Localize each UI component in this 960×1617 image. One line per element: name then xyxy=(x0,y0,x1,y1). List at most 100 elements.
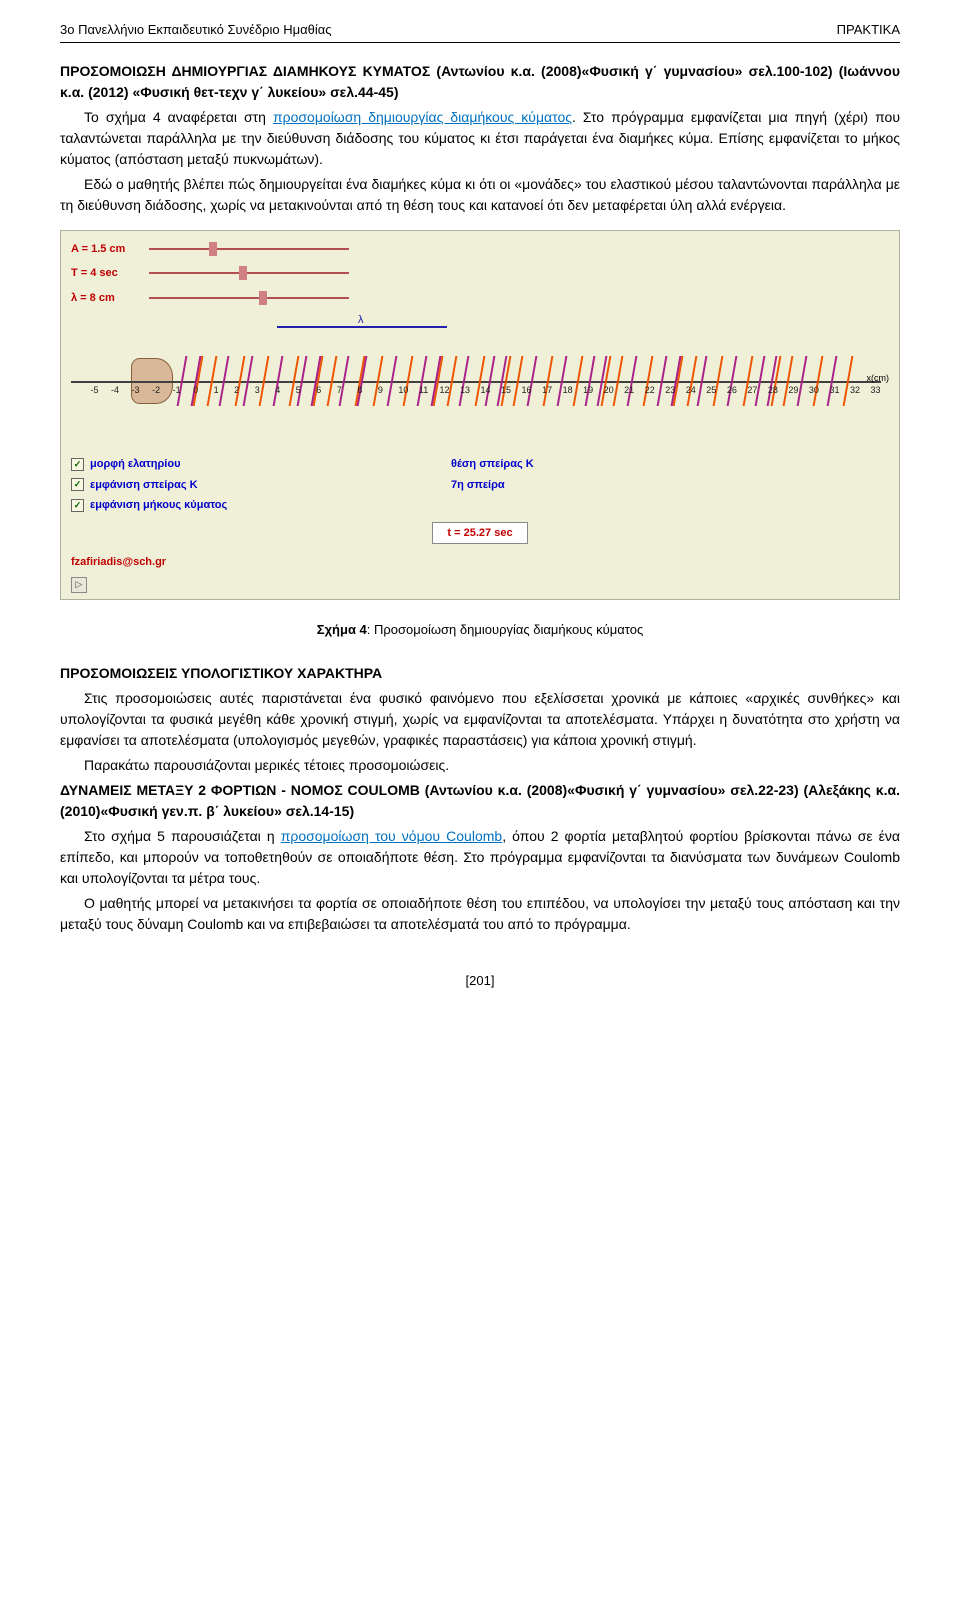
axis-tick: 18 xyxy=(563,384,564,398)
lambda-label: λ xyxy=(358,312,364,329)
slider-label: λ = 8 cm xyxy=(71,290,141,307)
spring-coil xyxy=(277,356,291,406)
spring-coil xyxy=(701,356,715,406)
wave-axis-area: λ -5-4-3-2-10123456789101112131415161718… xyxy=(71,326,889,436)
coulomb-link[interactable]: προσομοίωση του νόμου Coulomb xyxy=(281,828,502,844)
axis-tick: 3 xyxy=(255,384,256,398)
axis-tick: 29 xyxy=(788,384,789,398)
checkbox[interactable]: ✓ xyxy=(71,499,84,512)
slider-track[interactable] xyxy=(149,297,349,299)
checkbox-label: εμφάνιση μήκους κύματος xyxy=(90,497,227,514)
label-7th: 7η σπείρα xyxy=(451,477,671,494)
spring-coil xyxy=(561,356,575,406)
play-button[interactable]: ▷ xyxy=(71,577,87,593)
section2-p3: Στο σχήμα 5 παρουσιάζεται η προσομοίωση … xyxy=(60,826,900,889)
section1-title: ΠΡΟΣΟΜΟΙΩΣΗ ΔΗΜΙΟΥΡΓΙΑΣ ΔΙΑΜΗΚΟΥΣ ΚΥΜΑΤΟ… xyxy=(60,63,900,100)
axis-tick: 19 xyxy=(583,384,584,398)
s2-p3-a: Στο σχήμα 5 παρουσιάζεται η xyxy=(84,828,281,844)
axis-tick: 7 xyxy=(337,384,338,398)
slider-track[interactable] xyxy=(149,248,349,250)
spring-coil xyxy=(731,356,745,406)
checkbox[interactable]: ✓ xyxy=(71,478,84,491)
axis-tick: 9 xyxy=(378,384,379,398)
slider-track[interactable] xyxy=(149,272,349,274)
axis-tick: -5 xyxy=(91,384,92,398)
slider-label: T = 4 sec xyxy=(71,265,141,282)
section2-subtitle: ΔΥΝΑΜΕΙΣ ΜΕΤΑΞΥ 2 ΦΟΡΤΙΩΝ - ΝΟΜΟΣ COULOM… xyxy=(60,780,900,822)
axis-tick: 32 xyxy=(850,384,851,398)
header-left: 3ο Πανελλήνιο Εκπαιδευτικό Συνέδριο Ημαθ… xyxy=(60,20,332,40)
spring-coil xyxy=(195,356,209,406)
checkbox-row: ✓εμφάνιση σπείρας Κ xyxy=(71,477,291,494)
axis-tick: 5 xyxy=(296,384,297,398)
axis-tick: 27 xyxy=(747,384,748,398)
axis-tick: 1 xyxy=(214,384,215,398)
page-number: [201] xyxy=(60,971,900,991)
axis-tick: 16 xyxy=(522,384,523,398)
intro-p1-a: Το σχήμα 4 αναφέρεται στη xyxy=(84,109,273,125)
header-right: ΠΡΑΚΤΙΚΑ xyxy=(837,20,900,40)
axis-tick: 2 xyxy=(234,384,235,398)
slider-row: λ = 8 cm xyxy=(71,290,889,307)
axis-tick: 30 xyxy=(809,384,810,398)
controls-row: ✓μορφή ελατηρίου✓εμφάνιση σπείρας Κ✓εμφά… xyxy=(71,456,889,514)
checkbox-row: ✓ εμφάνιση μήκους κύματος xyxy=(71,497,291,514)
spring-coil xyxy=(391,356,405,406)
slider-thumb[interactable] xyxy=(239,266,247,280)
axis-tick: 14 xyxy=(481,384,482,398)
applet-credit: fzafiriadis@sch.gr xyxy=(71,554,889,571)
axis-tick: 28 xyxy=(768,384,769,398)
axis-tick: 33 xyxy=(871,384,872,398)
section2-title: ΠΡΟΣΟΜΟΙΩΣΕΙΣ ΥΠΟΛΟΓΙΣΤΙΚΟΥ ΧΑΡΑΚΤΗΡΑ xyxy=(60,663,900,684)
time-readout: t = 25.27 sec xyxy=(432,522,527,545)
axis-tick: 11 xyxy=(419,384,420,398)
axis-tick: 4 xyxy=(275,384,276,398)
axis-tick: 24 xyxy=(686,384,687,398)
axis-end-label: x(cm) xyxy=(867,372,890,386)
checkbox-column: ✓μορφή ελατηρίου✓εμφάνιση σπείρας Κ✓εμφά… xyxy=(71,456,291,514)
figure-4: A = 1.5 cmT = 4 secλ = 8 cm λ -5-4-3-2-1… xyxy=(60,230,900,600)
axis-tick: -3 xyxy=(132,384,133,398)
sim-link[interactable]: προσομοίωση δημιουργίας διαμήκους κύματο… xyxy=(273,109,572,125)
spring-coil xyxy=(435,356,449,406)
spring-coil xyxy=(801,356,815,406)
page-header: 3ο Πανελλήνιο Εκπαιδευτικό Συνέδριο Ημαθ… xyxy=(60,20,900,43)
slider-row: A = 1.5 cm xyxy=(71,241,889,258)
slider-thumb[interactable] xyxy=(209,242,217,256)
spring-coil xyxy=(601,356,615,406)
axis-tick: 15 xyxy=(501,384,502,398)
axis-tick: 17 xyxy=(542,384,543,398)
axis-tick: 23 xyxy=(665,384,666,398)
spring-coil xyxy=(631,356,645,406)
spring-coil xyxy=(223,356,237,406)
section2-p4: Ο μαθητής μπορεί να μετακινήσει τα φορτί… xyxy=(60,893,900,935)
spring-coil xyxy=(463,356,477,406)
spring-coil xyxy=(343,356,357,406)
axis-tick: 21 xyxy=(624,384,625,398)
spring-coil xyxy=(501,356,515,406)
axis-tick: 22 xyxy=(645,384,646,398)
slider-row: T = 4 sec xyxy=(71,265,889,282)
slider-thumb[interactable] xyxy=(259,291,267,305)
axis-tick: 8 xyxy=(357,384,358,398)
axis-tick: 13 xyxy=(460,384,461,398)
section2-p1: Στις προσομοιώσεις αυτές παριστάνεται έν… xyxy=(60,688,900,751)
checkbox[interactable]: ✓ xyxy=(71,458,84,471)
spring-coil xyxy=(831,356,845,406)
sliders-panel: A = 1.5 cm T = 4 sec λ = 8 cm xyxy=(71,241,889,307)
axis-tick: 25 xyxy=(706,384,707,398)
axis-tick: 6 xyxy=(316,384,317,398)
caption-bold: Σχήμα 4 xyxy=(317,622,367,637)
axis-tick: -4 xyxy=(111,384,112,398)
slider-label: A = 1.5 cm xyxy=(71,241,141,258)
axis-tick: 26 xyxy=(727,384,728,398)
spring-coil xyxy=(361,356,375,406)
axis-tick: -1 xyxy=(173,384,174,398)
spring-coil xyxy=(315,356,329,406)
figure-4-caption: Σχήμα 4: Προσομοίωση δημιουργίας διαμήκο… xyxy=(60,620,900,640)
caption-rest: : Προσομοίωση δημιουργίας διαμήκους κύμα… xyxy=(367,622,643,637)
right-labels-column: θέση σπείρας Κ 7η σπείρα xyxy=(451,456,671,514)
section1-title-block: ΠΡΟΣΟΜΟΙΩΣΗ ΔΗΜΙΟΥΡΓΙΑΣ ΔΙΑΜΗΚΟΥΣ ΚΥΜΑΤΟ… xyxy=(60,61,900,103)
axis-tick: 20 xyxy=(604,384,605,398)
spring-coil xyxy=(771,356,785,406)
